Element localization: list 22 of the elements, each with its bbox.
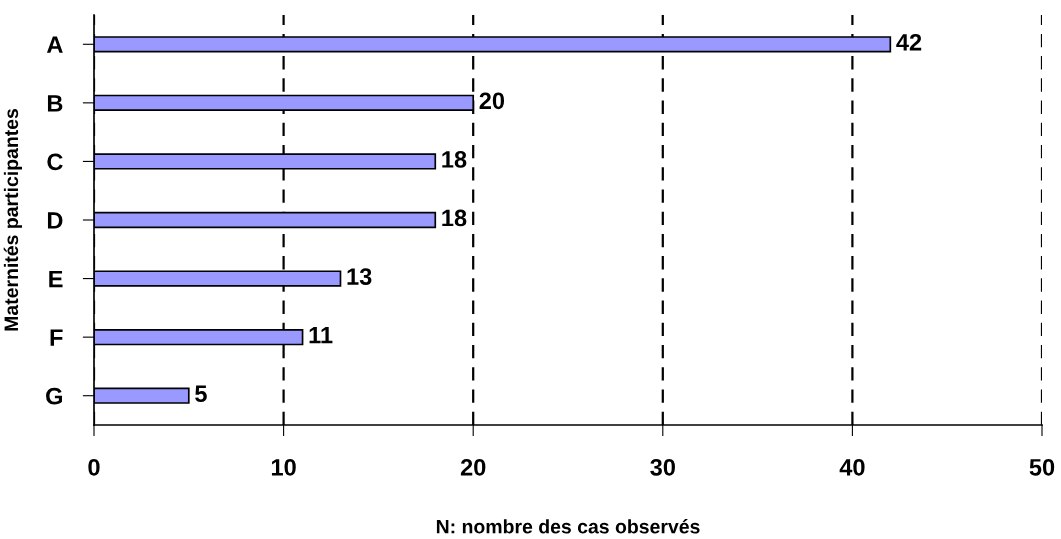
data-label: 5 [195, 385, 207, 403]
data-label: 11 [309, 327, 333, 344]
data-label: 13 [347, 268, 372, 285]
y-axis-title: Maternités participantes [3, 108, 22, 331]
y-tick-label: E [49, 270, 63, 288]
x-tick-label: 30 [650, 458, 675, 476]
x-axis-title: N: nombre des cas observés [436, 519, 700, 534]
data-label: 18 [442, 151, 467, 168]
y-tick-label: C [47, 153, 63, 171]
x-tick-label: 50 [1029, 458, 1055, 476]
y-tick-label: G [46, 387, 62, 405]
data-label: 20 [479, 92, 505, 110]
x-tick-label: 10 [271, 458, 296, 476]
x-tick-label: 20 [460, 458, 486, 476]
x-tick-label: 0 [88, 458, 100, 476]
x-tick-label: 40 [839, 458, 865, 476]
y-tick-label: A [46, 36, 63, 53]
y-tick-label: D [47, 212, 63, 229]
data-label: 18 [442, 209, 467, 227]
data-label: 42 [896, 33, 922, 51]
y-tick-label: F [50, 329, 63, 346]
y-tick-label: B [47, 95, 63, 112]
